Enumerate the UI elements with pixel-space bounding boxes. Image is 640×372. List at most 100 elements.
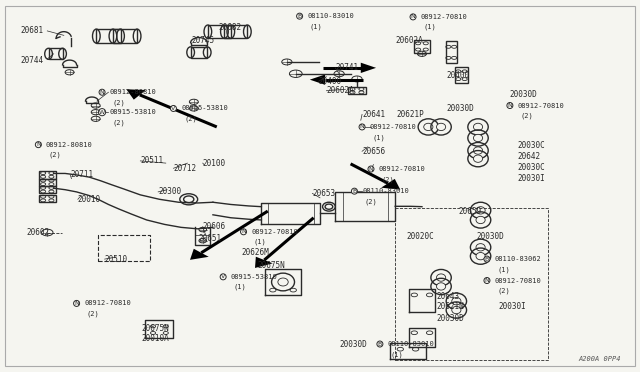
Polygon shape xyxy=(190,249,209,260)
Text: 20510: 20510 xyxy=(104,254,128,264)
Text: 20641: 20641 xyxy=(362,110,385,119)
Text: (2): (2) xyxy=(112,119,125,126)
Text: 20030I: 20030I xyxy=(518,174,545,183)
Text: (1): (1) xyxy=(497,266,510,273)
Text: (1): (1) xyxy=(390,351,403,357)
Text: 20300: 20300 xyxy=(158,187,181,196)
Text: (2): (2) xyxy=(87,311,100,317)
Text: 20741: 20741 xyxy=(335,63,358,72)
Text: 20744: 20744 xyxy=(20,56,44,65)
Text: 08912-70810: 08912-70810 xyxy=(370,124,417,130)
Text: B: B xyxy=(298,14,301,19)
Text: 20030D: 20030D xyxy=(510,90,538,99)
Text: 20621N: 20621N xyxy=(436,302,464,311)
Text: B: B xyxy=(378,341,382,347)
Text: 20602A: 20602A xyxy=(395,36,423,45)
Text: 08915-53810: 08915-53810 xyxy=(182,106,228,112)
Text: 20711: 20711 xyxy=(70,170,93,179)
Text: 08912-70810: 08912-70810 xyxy=(379,166,426,172)
Text: (1): (1) xyxy=(253,239,266,246)
Text: (1): (1) xyxy=(372,134,385,141)
Text: A200A 0PP4: A200A 0PP4 xyxy=(579,356,621,362)
Ellipse shape xyxy=(436,123,445,131)
Text: 20712: 20712 xyxy=(173,164,196,173)
Text: 08912-70810: 08912-70810 xyxy=(518,103,564,109)
Text: B: B xyxy=(485,257,489,262)
Ellipse shape xyxy=(474,147,483,154)
Text: (2): (2) xyxy=(497,288,510,294)
Text: 20030I: 20030I xyxy=(499,302,526,311)
Text: 20745: 20745 xyxy=(191,36,214,45)
Text: 08912-80810: 08912-80810 xyxy=(46,142,93,148)
Text: (2): (2) xyxy=(112,99,125,106)
Text: (2): (2) xyxy=(184,116,197,122)
Text: 20400: 20400 xyxy=(319,77,342,86)
Text: 20010A: 20010A xyxy=(141,334,170,343)
Ellipse shape xyxy=(476,207,485,214)
Ellipse shape xyxy=(474,134,483,142)
Text: 08110-83010: 08110-83010 xyxy=(362,188,409,194)
Text: 20030D: 20030D xyxy=(339,340,367,349)
Text: 20010: 20010 xyxy=(78,195,101,204)
Text: (2): (2) xyxy=(520,113,533,119)
Text: N: N xyxy=(74,301,79,306)
Text: N: N xyxy=(241,229,246,234)
Text: 20675N: 20675N xyxy=(257,260,285,269)
Text: 20511: 20511 xyxy=(140,156,163,166)
Text: N: N xyxy=(411,15,415,19)
Text: 20642: 20642 xyxy=(518,152,541,161)
Text: N: N xyxy=(100,90,104,95)
Text: 20606: 20606 xyxy=(203,222,226,231)
Text: 20682: 20682 xyxy=(218,23,241,32)
Ellipse shape xyxy=(436,274,445,281)
Text: 20030D: 20030D xyxy=(446,104,474,113)
Text: 20675N: 20675N xyxy=(141,324,170,333)
Ellipse shape xyxy=(474,123,483,131)
Text: (2): (2) xyxy=(365,198,378,205)
Text: N: N xyxy=(484,278,490,283)
Text: 20651: 20651 xyxy=(199,234,222,243)
Text: 20020C: 20020C xyxy=(406,232,435,241)
Ellipse shape xyxy=(474,155,483,162)
Text: 20602A: 20602A xyxy=(326,86,354,95)
Text: 08912-70810: 08912-70810 xyxy=(84,301,131,307)
Text: 20602: 20602 xyxy=(27,228,50,237)
Text: 08110-83010: 08110-83010 xyxy=(388,341,435,347)
Text: 20030C: 20030C xyxy=(518,163,545,172)
Text: (2): (2) xyxy=(381,176,394,183)
Text: 20030C: 20030C xyxy=(518,141,545,150)
Text: 08915-53810: 08915-53810 xyxy=(231,274,278,280)
Text: 08912-70810: 08912-70810 xyxy=(420,14,467,20)
Ellipse shape xyxy=(452,307,461,314)
Ellipse shape xyxy=(476,244,485,251)
Ellipse shape xyxy=(476,253,485,260)
Text: 08912-80810: 08912-80810 xyxy=(109,89,156,95)
Text: N: N xyxy=(36,142,41,147)
Text: 20626M: 20626M xyxy=(241,248,269,257)
Text: 20659: 20659 xyxy=(459,207,482,217)
Text: N: N xyxy=(360,124,364,129)
Text: 20621P: 20621P xyxy=(396,110,424,119)
Ellipse shape xyxy=(452,298,461,305)
Text: 20643: 20643 xyxy=(436,292,459,301)
Text: W: W xyxy=(99,110,105,115)
Polygon shape xyxy=(381,179,400,190)
Text: 08915-53810: 08915-53810 xyxy=(109,109,156,115)
Polygon shape xyxy=(361,62,376,73)
Text: 20400: 20400 xyxy=(446,71,469,80)
Text: 20030D: 20030D xyxy=(436,314,464,323)
Text: 08912-70810: 08912-70810 xyxy=(495,278,541,283)
Polygon shape xyxy=(126,89,146,100)
Text: (1): (1) xyxy=(423,24,436,31)
Text: V: V xyxy=(172,106,175,111)
Text: 08110-83062: 08110-83062 xyxy=(495,256,541,262)
Text: 20100: 20100 xyxy=(203,158,226,168)
Text: 08110-83010: 08110-83010 xyxy=(307,13,354,19)
Text: B: B xyxy=(352,189,356,194)
Ellipse shape xyxy=(278,278,288,286)
Text: 08912-70810: 08912-70810 xyxy=(251,229,298,235)
Text: 20656: 20656 xyxy=(362,147,385,156)
Text: 20030D: 20030D xyxy=(477,232,504,241)
Text: (1): (1) xyxy=(234,284,246,291)
Text: N: N xyxy=(369,167,373,171)
